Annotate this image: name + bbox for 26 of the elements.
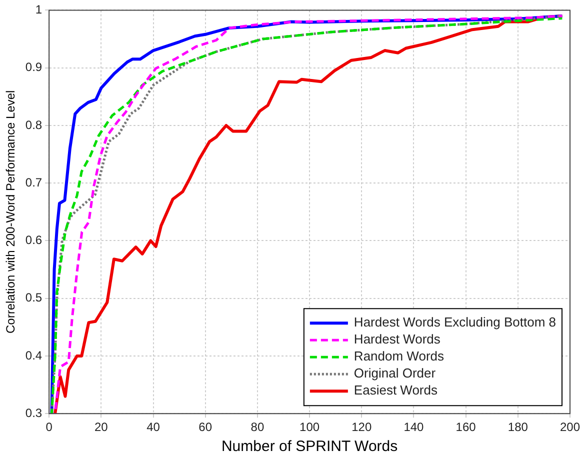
x-tick-label: 60 (198, 420, 212, 434)
x-tick-label: 0 (46, 420, 53, 434)
x-tick-label: 140 (404, 420, 424, 434)
legend-label: Original Order (354, 366, 436, 381)
y-tick-label: 0.4 (25, 348, 42, 362)
x-tick-label: 20 (94, 420, 108, 434)
legend-label: Easiest Words (354, 382, 438, 398)
x-tick-label: 160 (456, 420, 476, 434)
x-tick-label: 200 (560, 420, 580, 434)
x-tick-label: 40 (146, 420, 160, 434)
legend-label: Hardest Words (354, 332, 441, 347)
y-tick-label: 1 (35, 2, 42, 17)
x-tick-label: 120 (352, 420, 372, 434)
y-axis-title: Correlation with 200-Word Performance Level (4, 90, 18, 334)
y-tick-label: 0.9 (25, 60, 42, 74)
legend-label: Random Words (354, 348, 444, 364)
y-tick-label: 0.7 (25, 175, 42, 190)
x-tick-label: 100 (300, 420, 320, 434)
y-tick-label: 0.8 (25, 118, 42, 132)
x-tick-label: 80 (250, 420, 264, 434)
x-axis-title: Number of SPRINT Words (221, 438, 398, 456)
y-tick-label: 0.6 (25, 233, 42, 248)
y-tick-label: 0.5 (25, 290, 42, 305)
legend-label: Hardest Words Excluding Bottom 8 (354, 314, 556, 330)
y-tick-label: 0.3 (25, 406, 42, 420)
x-tick-label: 180 (508, 420, 528, 434)
